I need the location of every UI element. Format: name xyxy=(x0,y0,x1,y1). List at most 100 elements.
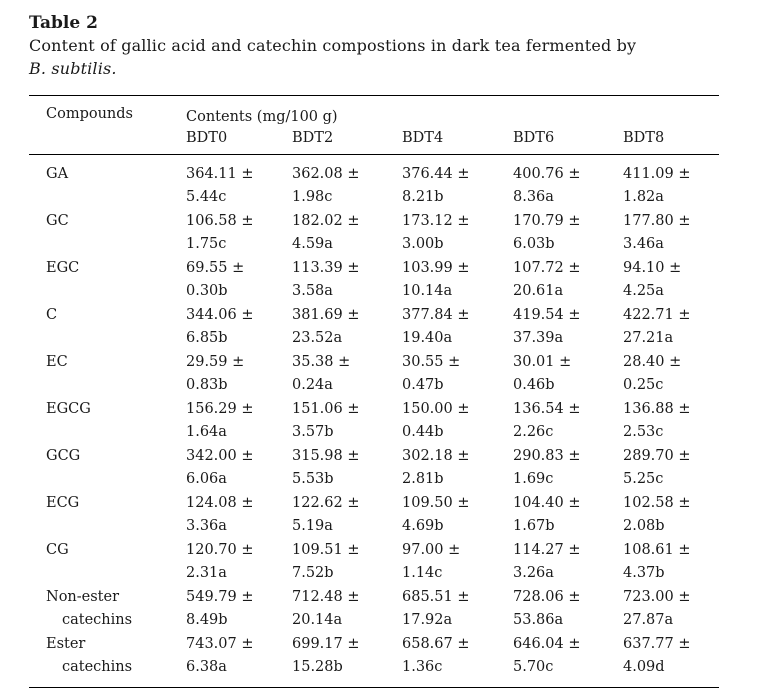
cell-mean: 723.00 ± xyxy=(623,589,691,605)
cell-sd: 3.36a xyxy=(186,518,227,534)
cell-sd: 1.75c xyxy=(186,236,227,252)
cell-sd: 19.40a xyxy=(402,330,453,346)
cell-mean: 637.77 ± xyxy=(623,636,691,652)
cell-mean: 106.58 ± xyxy=(186,213,254,229)
compound-name: catechins xyxy=(62,612,133,628)
column-header-bdt0: BDT0 xyxy=(186,130,228,146)
cell-mean: 728.06 ± xyxy=(513,589,581,605)
cell-sd: 3.58a xyxy=(292,283,333,299)
cell-mean: 97.00 ± xyxy=(402,542,461,558)
cell-sd: 6.06a xyxy=(186,471,227,487)
cell-sd: 5.44c xyxy=(186,189,227,205)
cell-sd: 0.30b xyxy=(186,283,228,299)
cell-mean: 344.06 ± xyxy=(186,307,254,323)
table-bottom-rule xyxy=(29,687,719,688)
cell-sd: 2.26c xyxy=(513,424,554,440)
cell-sd: 0.46b xyxy=(513,377,555,393)
cell-mean: 114.27 ± xyxy=(513,542,581,558)
cell-mean: 173.12 ± xyxy=(402,213,470,229)
cell-sd: 2.81b xyxy=(402,471,444,487)
cell-sd: 0.25c xyxy=(623,377,664,393)
cell-mean: 136.88 ± xyxy=(623,401,691,417)
compound-name: EC xyxy=(46,354,68,370)
cell-mean: 290.83 ± xyxy=(513,448,581,464)
cell-mean: 685.51 ± xyxy=(402,589,470,605)
cell-mean: 150.00 ± xyxy=(402,401,470,417)
cell-mean: 177.80 ± xyxy=(623,213,691,229)
column-header-bdt2: BDT2 xyxy=(292,130,334,146)
cell-sd: 8.49b xyxy=(186,612,228,628)
compound-name: catechins xyxy=(62,659,133,675)
cell-sd: 3.46a xyxy=(623,236,664,252)
cell-mean: 104.40 ± xyxy=(513,495,581,511)
cell-mean: 699.17 ± xyxy=(292,636,360,652)
cell-mean: 315.98 ± xyxy=(292,448,360,464)
cell-sd: 5.19a xyxy=(292,518,333,534)
cell-mean: 289.70 ± xyxy=(623,448,691,464)
cell-mean: 28.40 ± xyxy=(623,354,682,370)
cell-mean: 302.18 ± xyxy=(402,448,470,464)
cell-mean: 122.62 ± xyxy=(292,495,360,511)
compound-name: EGCG xyxy=(46,401,91,417)
cell-sd: 23.52a xyxy=(292,330,343,346)
cell-mean: 103.99 ± xyxy=(402,260,470,276)
cell-mean: 364.11 ± xyxy=(186,166,254,182)
cell-mean: 419.54 ± xyxy=(513,307,581,323)
compound-name: ECG xyxy=(46,495,80,511)
cell-sd: 8.21b xyxy=(402,189,444,205)
cell-sd: 20.61a xyxy=(513,283,564,299)
cell-mean: 29.59 ± xyxy=(186,354,245,370)
cell-sd: 5.25c xyxy=(623,471,664,487)
column-header-bdt6: BDT6 xyxy=(513,130,555,146)
table-label: Table 2 xyxy=(29,13,98,33)
cell-mean: 113.39 ± xyxy=(292,260,360,276)
cell-sd: 4.37b xyxy=(623,565,665,581)
cell-mean: 712.48 ± xyxy=(292,589,360,605)
cell-sd: 4.09d xyxy=(623,659,665,675)
cell-mean: 109.50 ± xyxy=(402,495,470,511)
caption-species: B. subtilis. xyxy=(29,59,117,78)
compound-name: CG xyxy=(46,542,69,558)
cell-mean: 107.72 ± xyxy=(513,260,581,276)
header-compounds: Compounds xyxy=(46,106,133,122)
cell-mean: 182.02 ± xyxy=(292,213,360,229)
compound-name: GCG xyxy=(46,448,81,464)
compound-name: Non-ester xyxy=(46,589,120,605)
cell-sd: 1.64a xyxy=(186,424,227,440)
compound-name: GA xyxy=(46,166,69,182)
cell-sd: 8.36a xyxy=(513,189,554,205)
column-header-bdt4: BDT4 xyxy=(402,130,444,146)
cell-mean: 646.04 ± xyxy=(513,636,581,652)
cell-sd: 1.69c xyxy=(513,471,554,487)
table-top-rule xyxy=(29,95,719,96)
cell-sd: 3.57b xyxy=(292,424,334,440)
cell-sd: 1.98c xyxy=(292,189,333,205)
compound-name: Ester xyxy=(46,636,86,652)
cell-sd: 1.82a xyxy=(623,189,664,205)
cell-mean: 362.08 ± xyxy=(292,166,360,182)
cell-sd: 27.87a xyxy=(623,612,674,628)
cell-mean: 377.84 ± xyxy=(402,307,470,323)
cell-mean: 30.01 ± xyxy=(513,354,572,370)
cell-sd: 20.14a xyxy=(292,612,343,628)
cell-mean: 170.79 ± xyxy=(513,213,581,229)
cell-sd: 0.83b xyxy=(186,377,228,393)
cell-sd: 37.39a xyxy=(513,330,564,346)
cell-sd: 6.38a xyxy=(186,659,227,675)
cell-sd: 2.31a xyxy=(186,565,227,581)
cell-sd: 1.14c xyxy=(402,565,443,581)
table-caption-block: Table 2 Content of gallic acid and catec… xyxy=(29,12,719,80)
cell-mean: 549.79 ± xyxy=(186,589,254,605)
cell-sd: 6.85b xyxy=(186,330,228,346)
cell-sd: 2.53c xyxy=(623,424,664,440)
cell-mean: 658.67 ± xyxy=(402,636,470,652)
cell-sd: 1.67b xyxy=(513,518,555,534)
cell-sd: 0.47b xyxy=(402,377,444,393)
table-caption: Content of gallic acid and catechin comp… xyxy=(29,34,719,80)
cell-sd: 2.08b xyxy=(623,518,665,534)
compound-name: GC xyxy=(46,213,69,229)
table-header-rule xyxy=(29,154,719,155)
cell-sd: 53.86a xyxy=(513,612,564,628)
cell-mean: 400.76 ± xyxy=(513,166,581,182)
caption-text: Content of gallic acid and catechin comp… xyxy=(29,36,637,55)
